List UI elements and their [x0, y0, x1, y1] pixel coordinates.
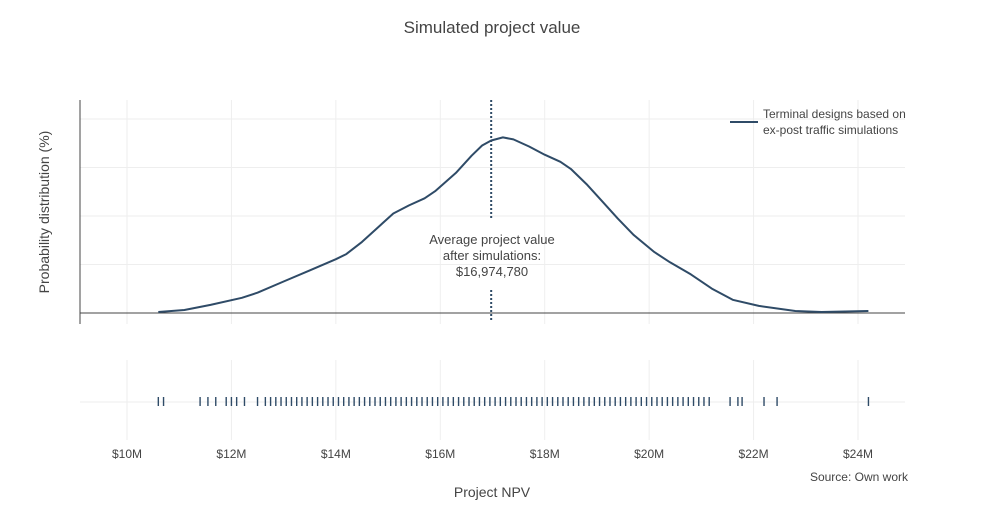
- grid: [80, 100, 905, 440]
- x-tick-label: $20M: [634, 447, 664, 461]
- rug-plot: [157, 397, 870, 406]
- x-tick-label: $16M: [425, 447, 455, 461]
- average-annotation: Average project value after simulations:…: [429, 232, 555, 279]
- legend[interactable]: Terminal designs based on ex-post traffic…: [730, 107, 906, 137]
- legend-label-line: Terminal designs based on: [763, 107, 906, 121]
- x-tick-label: $22M: [739, 447, 769, 461]
- x-tick-label: $24M: [843, 447, 873, 461]
- legend-label-line: ex-post traffic simulations: [763, 123, 898, 137]
- x-tick-labels: $10M $12M $14M $16M $18M $20M $22M $24M: [112, 447, 873, 461]
- average-annotation-line-3: $16,974,780: [456, 264, 528, 279]
- x-tick-label: $12M: [216, 447, 246, 461]
- x-tick-label: $10M: [112, 447, 142, 461]
- density-curve: [158, 136, 869, 313]
- x-tick-label: $14M: [321, 447, 351, 461]
- average-annotation-line-1: Average project value: [429, 232, 555, 247]
- x-tick-label: $18M: [530, 447, 560, 461]
- source-note: Source: Own work: [810, 470, 909, 484]
- chart-title: Simulated project value: [404, 18, 581, 37]
- x-axis-title: Project NPV: [454, 484, 531, 500]
- legend-label: Terminal designs based on ex-post traffic…: [763, 107, 906, 137]
- average-annotation-line-2: after simulations:: [443, 248, 541, 263]
- y-axis-title: Probability distribution (%): [36, 131, 52, 294]
